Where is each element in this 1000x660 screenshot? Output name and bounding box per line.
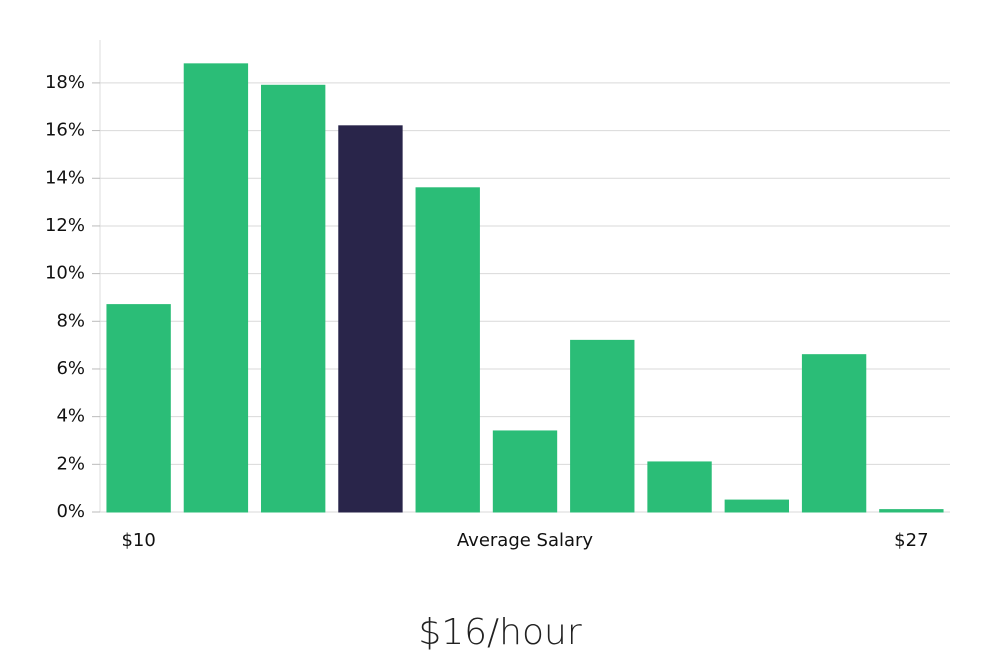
- average-annotation: $16/hour: [418, 612, 582, 653]
- y-tick-label: 10%: [45, 263, 85, 284]
- x-tick-label: $27: [894, 530, 928, 551]
- bar: [183, 63, 249, 513]
- bar: [106, 304, 171, 513]
- bar: [724, 499, 789, 513]
- bar: [570, 339, 635, 513]
- y-tick-label: 6%: [56, 358, 85, 379]
- y-tick-label: 8%: [56, 310, 85, 331]
- bar: [415, 187, 480, 513]
- y-tick-label: 18%: [45, 72, 85, 93]
- y-tick-label: 2%: [56, 453, 85, 474]
- bar: [261, 84, 326, 513]
- y-tick-label: 4%: [56, 406, 85, 427]
- y-tick-label: 16%: [45, 120, 85, 141]
- bar: [647, 461, 712, 513]
- y-tick-label: 0%: [56, 501, 85, 522]
- y-tick-label: 12%: [45, 215, 85, 236]
- bar: [338, 125, 403, 513]
- bar: [879, 509, 944, 513]
- bar: [801, 354, 867, 513]
- bar: [492, 430, 558, 513]
- y-tick-label: 14%: [45, 167, 85, 188]
- x-tick-label: $10: [121, 530, 155, 551]
- x-axis-label: Average Salary: [457, 530, 594, 551]
